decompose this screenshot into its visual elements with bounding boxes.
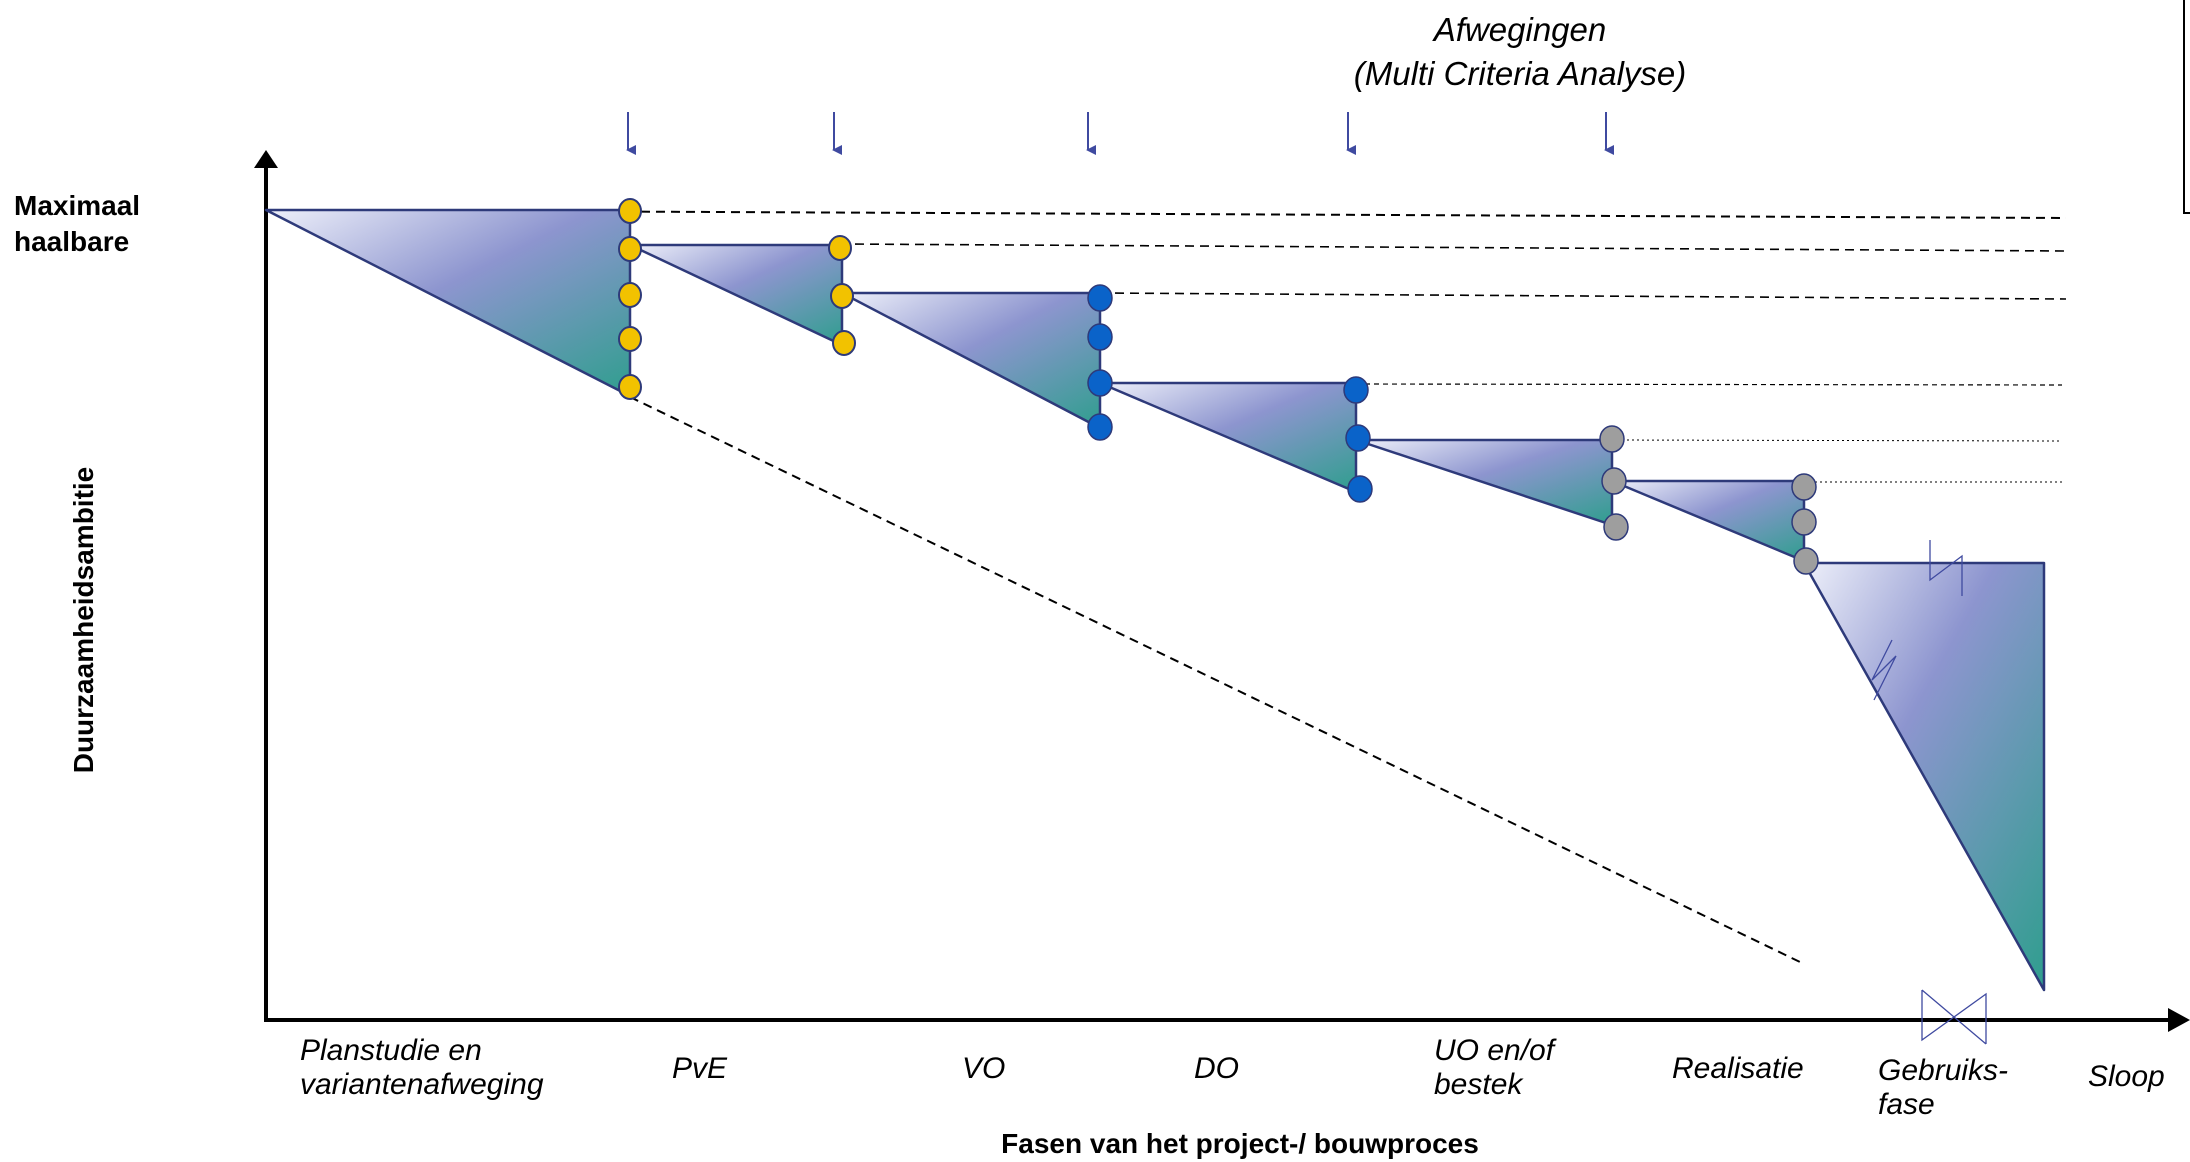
phase-label-do: DO xyxy=(1194,1052,1239,1085)
x-axis-arrow-icon xyxy=(2168,1008,2190,1032)
phase-label-pve: PvE xyxy=(672,1052,728,1085)
decision-dot xyxy=(618,374,642,400)
decision-dot xyxy=(618,326,642,352)
z-break-icon xyxy=(1929,540,1963,596)
level-line-4 xyxy=(1611,439,2063,442)
mca-title: Afwegingen (Multi Criteria Analyse) xyxy=(1290,8,1750,96)
decision-dot xyxy=(828,235,852,261)
mca-title-line2: (Multi Criteria Analyse) xyxy=(1353,55,1687,92)
decision-dot xyxy=(1087,323,1113,351)
level-line-2 xyxy=(1099,292,2067,300)
decision-dots-yellow xyxy=(618,198,856,400)
decision-dot xyxy=(1345,424,1371,452)
level-line-3 xyxy=(1355,383,2063,386)
axis-breaks xyxy=(1871,540,1987,1045)
phase-label-vo: VO xyxy=(962,1052,1006,1085)
legend-box-edge xyxy=(2183,0,2190,214)
decision-dot xyxy=(1603,513,1629,541)
decision-dot xyxy=(1601,467,1627,495)
decision-dot xyxy=(1599,425,1625,453)
y-axis-arrow-icon xyxy=(254,150,278,168)
decision-dot xyxy=(1791,473,1817,501)
level-line-1 xyxy=(839,243,2067,252)
mca-title-line1: Afwegingen xyxy=(1433,11,1607,48)
decision-dot xyxy=(1087,413,1113,441)
decision-dot xyxy=(1087,369,1113,397)
decision-dot xyxy=(618,198,642,224)
y-axis-label: Duurzaamheidsambitie xyxy=(68,466,99,774)
decision-dot xyxy=(832,330,856,356)
decision-arrows xyxy=(626,112,1614,155)
max-ambition-label: Maximaal haalbare xyxy=(14,190,141,257)
decision-dot xyxy=(830,283,854,309)
triangle-pve xyxy=(628,243,844,347)
decision-dot xyxy=(1087,284,1113,312)
phase-triangles xyxy=(264,208,2046,992)
phase-label-gebruiksfase: Gebruiks- fase xyxy=(1878,1054,2009,1121)
z-break-icon xyxy=(1921,989,1987,1045)
decision-dots-gray xyxy=(1599,425,1819,575)
minimum-trend-line xyxy=(629,396,1801,963)
axes xyxy=(254,150,2190,1032)
triangle-uo xyxy=(1354,438,1614,527)
decision-dot xyxy=(618,282,642,308)
decision-dots-blue xyxy=(1087,284,1373,503)
z-break-icon xyxy=(1871,639,1897,701)
decision-dot xyxy=(1793,547,1819,575)
decision-dot xyxy=(618,236,642,262)
triangle-planstudie xyxy=(264,208,632,398)
phase-label-planstudie: Planstudie en variantenafweging xyxy=(300,1034,544,1101)
triangle-realisatie xyxy=(1610,479,1806,563)
x-axis-label: Fasen van het project-/ bouwproces xyxy=(1001,1128,1479,1159)
triangle-vo xyxy=(840,291,1102,430)
decision-dot xyxy=(1791,508,1817,536)
phase-label-sloop: Sloop xyxy=(2088,1060,2165,1093)
phase-label-realisatie: Realisatie xyxy=(1672,1052,1804,1085)
decision-dot xyxy=(1347,475,1373,503)
phase-label-uo: UO en/of bestek xyxy=(1434,1034,1555,1101)
triangle-do xyxy=(1098,381,1358,494)
triangle-gebruiksfase xyxy=(1802,561,2046,992)
decision-dot xyxy=(1343,376,1369,404)
